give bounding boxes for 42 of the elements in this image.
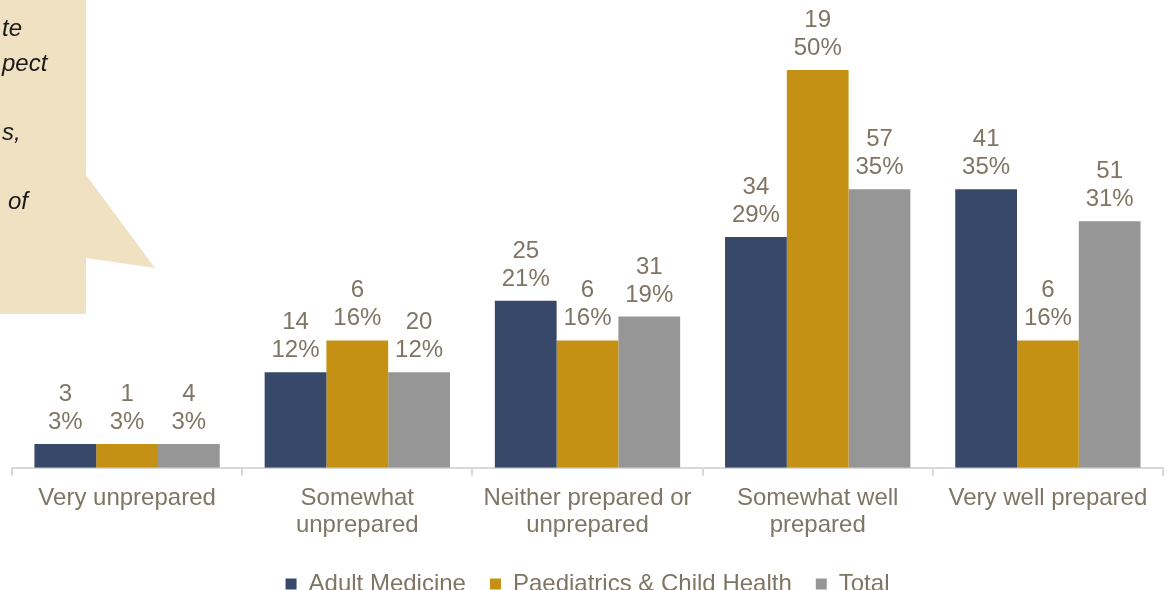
bar	[786, 70, 849, 468]
x-tick-label: Very unprepared	[38, 482, 216, 510]
x-tick-label: Neither prepared or unprepared	[483, 482, 692, 538]
x-tick-label: Somewhat unprepared	[295, 482, 419, 538]
data-label: 6 16%	[1023, 275, 1072, 331]
data-label: 51 31%	[1085, 156, 1134, 212]
annotation: of	[8, 186, 29, 215]
bar	[326, 340, 389, 468]
data-label: 6 16%	[333, 275, 382, 331]
bar	[1017, 340, 1079, 468]
data-label: 34 29%	[731, 172, 780, 228]
data-label: 19 50%	[793, 5, 842, 60]
data-label: 4 3%	[171, 378, 207, 434]
bar	[388, 372, 450, 468]
legend-label: Total	[838, 568, 890, 590]
bar	[1078, 221, 1141, 468]
annotation: s,	[2, 117, 21, 146]
data-label: 1 3%	[109, 378, 145, 434]
data-label: 31 19%	[625, 251, 674, 307]
data-label: 14 12%	[271, 307, 320, 363]
x-tick-label: Very well prepared	[948, 482, 1148, 510]
text: te	[2, 14, 23, 42]
bar	[725, 237, 787, 468]
bar	[96, 443, 158, 468]
data-label: 3 3%	[47, 378, 83, 434]
data-label: 57 35%	[855, 124, 904, 180]
bar	[556, 340, 619, 468]
bar	[955, 189, 1018, 468]
data-label: 25 21%	[501, 235, 550, 291]
data-label: 41 35%	[962, 124, 1011, 180]
annotation: pect	[2, 48, 48, 77]
bar	[34, 443, 97, 468]
bar	[264, 372, 327, 468]
x-tick-label: Somewhat well prepared	[737, 482, 899, 538]
bar	[848, 189, 911, 468]
bar	[618, 316, 681, 468]
data-label: 6 16%	[563, 275, 612, 331]
legend-label: Paediatrics & Child Health	[512, 568, 792, 590]
bar	[494, 300, 557, 468]
legend-label: Adult Medicine	[308, 568, 466, 590]
bar	[157, 443, 220, 468]
data-label: 20 12%	[395, 307, 444, 363]
